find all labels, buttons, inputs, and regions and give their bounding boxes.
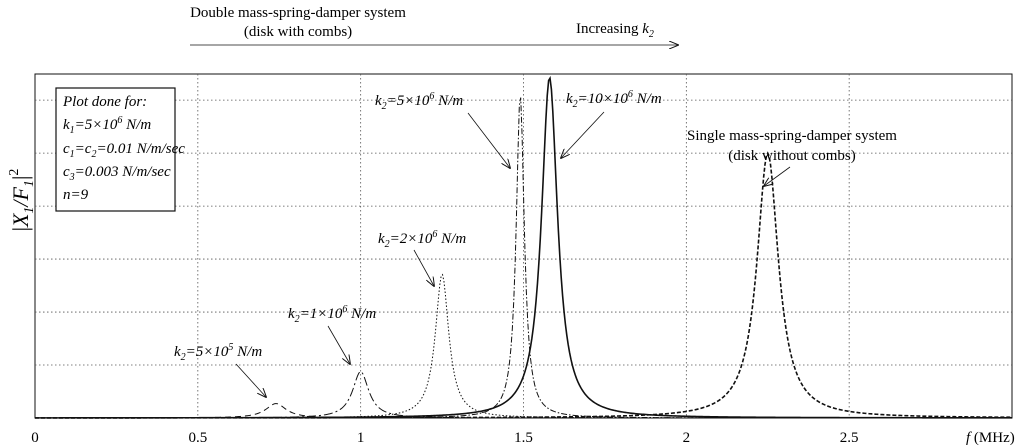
x-label-unit: (MHz) — [970, 430, 1015, 446]
top-left-title-line1: Double mass-spring-damper system — [190, 5, 406, 21]
svg-text:k2=10×106 N/m: k2=10×106 N/m — [566, 89, 662, 110]
arrow-k2-10e6 — [561, 111, 605, 158]
tick-labels: 0 0.5 1 1.5 2 2.5 — [31, 430, 858, 446]
k2-exp: 5 — [228, 342, 233, 353]
y-label-pow: 2 — [7, 169, 22, 176]
series-layer — [35, 75, 1013, 419]
k2-var: k — [174, 344, 181, 360]
k2-sub: 2 — [295, 314, 300, 325]
k1-sub: 1 — [70, 125, 75, 136]
x-label-var: f — [966, 430, 972, 446]
arrow-k2-5e6 — [467, 112, 510, 168]
c3-value: =0.003 N/m/sec — [75, 164, 171, 180]
c3-sub: 3 — [69, 172, 75, 183]
k2-var: k — [288, 306, 295, 322]
k2-unit: N/m — [633, 91, 662, 107]
info-box-c1c2: c1=c2=0.01 N/m/sec — [63, 141, 185, 160]
svg-text:k2=1×106 N/m: k2=1×106 N/m — [288, 304, 376, 325]
c1-var: c — [63, 141, 70, 157]
top-left-title-line2: (disk with combs) — [244, 24, 352, 40]
label-k2-2e6: k2=2×106 N/m — [378, 229, 466, 286]
label-k2-10e6: k2=10×106 N/m — [561, 89, 662, 158]
k2-val: =5×10 — [186, 344, 229, 360]
label-k2-1e6: k2=1×106 N/m — [288, 304, 376, 364]
k2-var: k — [375, 93, 382, 109]
increasing-k2-label: Increasing k2 — [576, 21, 654, 40]
k1-exp: 6 — [117, 115, 122, 126]
k2-sub: 2 — [573, 99, 578, 110]
single-line2: (disk without combs) — [728, 148, 856, 164]
arrow-k2-1e6 — [327, 325, 350, 364]
increasing-k: k — [642, 21, 649, 37]
k2-exp: 6 — [628, 89, 633, 100]
label-single-system: Single mass-spring-damper system (disk w… — [687, 128, 897, 186]
k2-var: k — [566, 91, 573, 107]
c2-sub: 2 — [91, 149, 96, 160]
x-tick-label-4: 2 — [683, 430, 691, 446]
x-tick-label-0: 0 — [31, 430, 39, 446]
k1-val: =5×10 — [75, 117, 118, 133]
x-tick-label-3: 1.5 — [514, 430, 533, 446]
grid-layer — [34, 73, 1013, 419]
k2-val: =1×10 — [300, 306, 343, 322]
x-tick-label-1: 0.5 — [188, 430, 207, 446]
c1-sub: 1 — [70, 149, 75, 160]
k2-unit: N/m — [233, 344, 262, 360]
c1c2-value: =0.01 N/m/sec — [96, 141, 185, 157]
info-box-k1: k1=5×106 N/m — [63, 115, 151, 136]
info-box — [55, 87, 176, 212]
k2-exp: 6 — [432, 229, 437, 240]
svg-text:k2=5×105 N/m: k2=5×105 N/m — [174, 342, 262, 363]
svg-text:k2=5×106 N/m: k2=5×106 N/m — [375, 91, 463, 112]
info-box-n: n=9 — [63, 187, 89, 203]
k2-val: =10×10 — [578, 91, 629, 107]
arrow-k2-5e5 — [235, 363, 266, 397]
y-label-f: F — [8, 186, 33, 201]
c2-var: =c — [75, 141, 92, 157]
y-label-x: X — [8, 212, 33, 228]
y-label-sub1: 1 — [22, 207, 37, 214]
k2-val: =2×10 — [390, 231, 433, 247]
x-tick-label-2: 1 — [357, 430, 365, 446]
label-k2-5e5: k2=5×105 N/m — [174, 342, 266, 397]
k2-unit: N/m — [437, 231, 466, 247]
k2-unit: N/m — [434, 93, 463, 109]
svg-text:k2=2×106 N/m: k2=2×106 N/m — [378, 229, 466, 250]
label-k2-5e6: k2=5×106 N/m — [375, 91, 510, 168]
k2-sub: 2 — [382, 101, 387, 112]
arrow-single — [764, 166, 791, 186]
k2-var: k — [378, 231, 385, 247]
c3-var: c — [63, 164, 70, 180]
x-axis-label: f (MHz) — [966, 430, 1015, 446]
increasing-text: Increasing — [576, 21, 642, 37]
y-axis-label: |X1/F1|2 — [7, 169, 37, 232]
arrow-k2-2e6 — [413, 249, 434, 286]
info-box-title: Plot done for: — [62, 94, 147, 110]
series-line-single — [35, 151, 1013, 419]
info-box-c3: c3=0.003 N/m/sec — [63, 164, 171, 183]
x-tick-label-5: 2.5 — [840, 430, 859, 446]
y-label-sub2: 1 — [22, 180, 37, 187]
k2-exp: 6 — [429, 91, 434, 102]
k2-sub: 2 — [181, 352, 186, 363]
k1-var: k — [63, 117, 70, 133]
k2-exp: 6 — [342, 304, 347, 315]
k1-unit: N/m — [122, 117, 151, 133]
k2-unit: N/m — [347, 306, 376, 322]
single-line1: Single mass-spring-damper system — [687, 128, 897, 144]
k2-val: =5×10 — [387, 93, 430, 109]
increasing-sub: 2 — [649, 29, 654, 40]
k2-sub: 2 — [385, 239, 390, 250]
